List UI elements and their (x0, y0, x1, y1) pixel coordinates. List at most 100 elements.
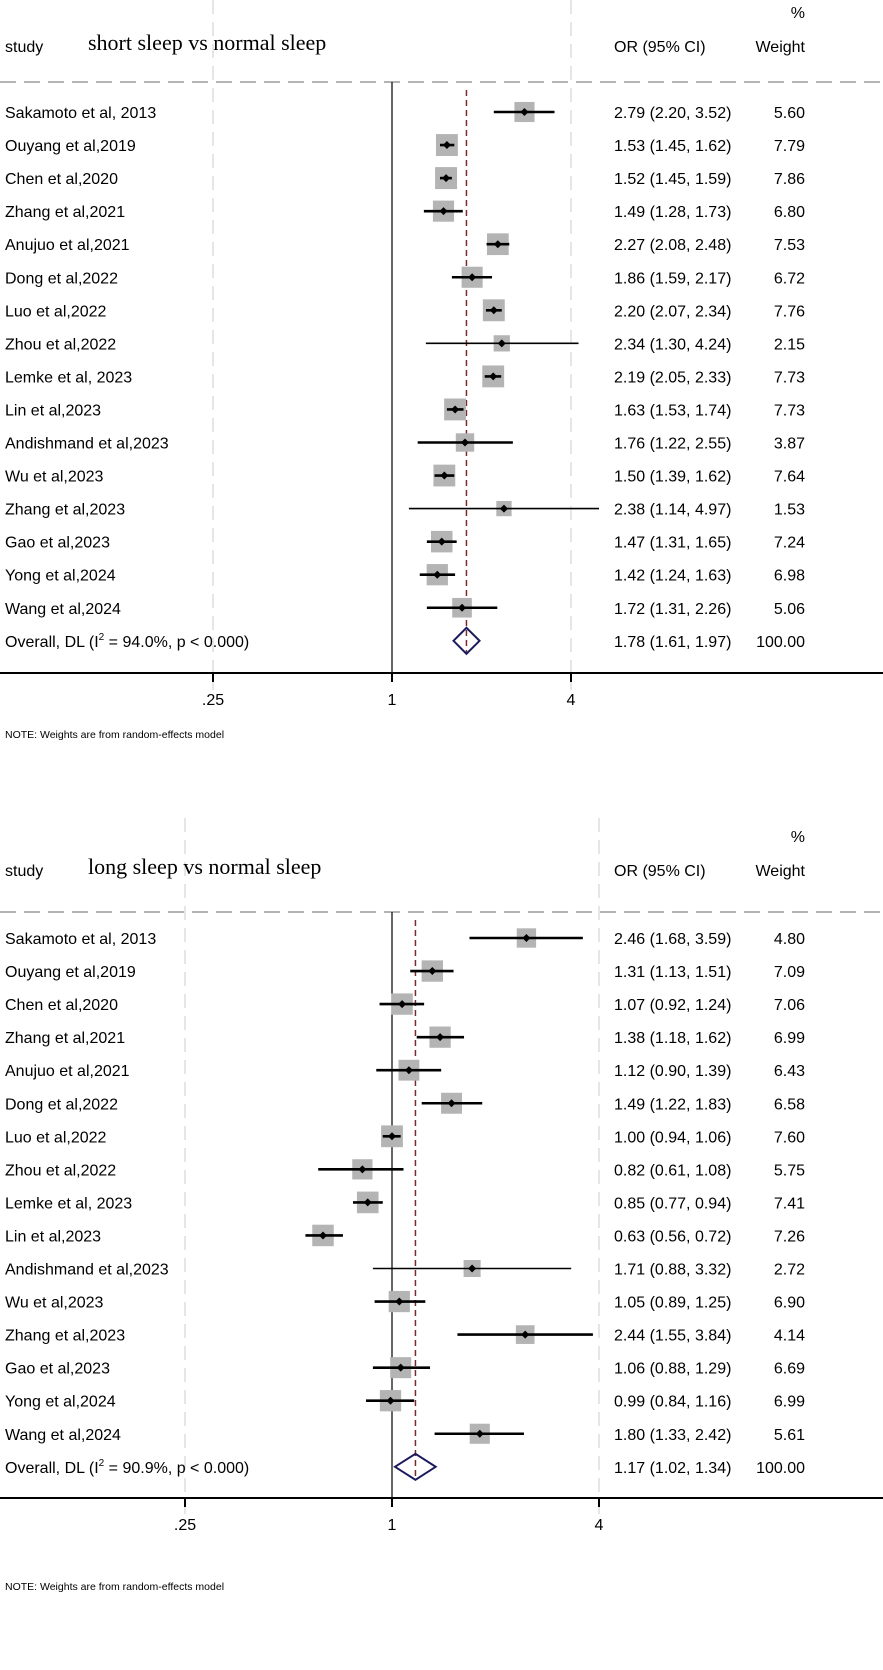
study-label: Wang et al,2024 (5, 601, 121, 618)
or-ci-value: 2.38 (1.14, 4.97) (614, 502, 731, 519)
point-estimate (396, 1363, 405, 1372)
study-row: Gao et al,2023 1.47 (1.31, 1.65) 7.24 (5, 530, 805, 553)
study-row: Yong et al,2024 1.42 (1.24, 1.63) 6.98 (5, 564, 805, 586)
study-label: Zhou et al,2022 (5, 1162, 116, 1179)
weight-value: 5.61 (774, 1427, 805, 1444)
study-row: Lin et al,2023 1.63 (1.53, 1.74) 7.73 (5, 398, 805, 421)
weight-value: 5.06 (774, 601, 805, 618)
overall-diamond (393, 1452, 438, 1481)
forest-panel-2: study long sleep vs normal sleep OR (95% C… (0, 818, 883, 1593)
point-estimate (436, 1033, 445, 1042)
header-weight-percent: % (791, 829, 805, 846)
study-label: Dong et al,2022 (5, 1096, 118, 1113)
study-label: Zhang et al,2023 (5, 1328, 125, 1345)
study-label: Yong et al,2024 (5, 568, 116, 585)
point-estimate (439, 207, 448, 216)
point-estimate (358, 1165, 367, 1174)
header-or-ci: OR (95% CI) (614, 863, 706, 880)
point-estimate (386, 1396, 395, 1405)
study-label: Wang et al,2024 (5, 1427, 121, 1444)
or-ci-value: 0.99 (0.84, 1.16) (614, 1394, 731, 1411)
point-estimate (522, 934, 531, 942)
or-ci-value: 1.06 (0.88, 1.29) (614, 1361, 731, 1378)
point-estimate (521, 1330, 530, 1339)
point-estimate (497, 339, 506, 348)
study-label: Lin et al,2023 (5, 1228, 101, 1245)
weight-value: 7.73 (774, 369, 805, 386)
point-estimate (520, 108, 529, 116)
point-estimate (442, 174, 451, 183)
point-estimate (442, 141, 451, 150)
or-ci-value: 2.19 (2.05, 2.33) (614, 369, 731, 386)
weight-value: 7.79 (774, 138, 805, 155)
or-ci-value: 1.07 (0.92, 1.24) (614, 997, 731, 1014)
point-estimate (447, 1099, 456, 1108)
or-ci-value: 1.86 (1.59, 2.17) (614, 270, 731, 287)
weight-value: 7.06 (774, 997, 805, 1014)
point-estimate (489, 372, 498, 381)
or-ci-value: 2.44 (1.55, 3.84) (614, 1328, 731, 1345)
header-weight-percent: % (791, 5, 805, 22)
study-row: Zhou et al,2022 0.82 (0.61, 1.08) 5.75 (5, 1159, 805, 1180)
weight-value: 3.87 (774, 436, 805, 453)
x-tick-label: 4 (567, 692, 576, 709)
weight-value: 7.09 (774, 964, 805, 981)
forest-panel-1: study short sleep vs normal sleep OR (95% … (0, 0, 883, 741)
weight-value: 7.64 (774, 469, 805, 486)
or-ci-value: 1.00 (0.94, 1.06) (614, 1129, 731, 1146)
x-tick-label: 4 (595, 1517, 604, 1534)
study-label: Gao et al,2023 (5, 1361, 110, 1378)
or-ci-value: 1.12 (0.90, 1.39) (614, 1063, 731, 1080)
weight-value: 6.43 (774, 1063, 805, 1080)
weight-value: 4.14 (774, 1328, 805, 1345)
or-ci-value: 1.76 (1.22, 2.55) (614, 436, 731, 453)
overall-weight-value: 100.00 (756, 1460, 805, 1477)
or-ci-value: 2.46 (1.68, 3.59) (614, 931, 731, 948)
overall-label: Overall, DL (I2 = 94.0%, p < 0.000) (5, 632, 249, 651)
point-estimate (458, 603, 467, 612)
study-label: Zhang et al,2023 (5, 502, 125, 519)
study-label: Andishmand et al,2023 (5, 436, 169, 453)
header-or-ci: OR (95% CI) (614, 39, 706, 56)
study-label: Zhang et al,2021 (5, 204, 125, 221)
weight-value: 7.24 (774, 535, 805, 552)
study-label: Lemke et al, 2023 (5, 369, 132, 386)
or-ci-value: 1.50 (1.39, 1.62) (614, 469, 731, 486)
study-row: Zhang et al,2023 2.44 (1.55, 3.84) 4.14 (5, 1325, 805, 1345)
or-ci-value: 1.52 (1.45, 1.59) (614, 171, 731, 188)
x-tick-label: 1 (388, 692, 397, 709)
weight-value: 7.73 (774, 402, 805, 419)
study-row: Sakamoto et al, 2013 2.46 (1.68, 3.59) 4.8… (5, 928, 805, 948)
point-estimate (468, 273, 477, 282)
study-row: Dong et al,2022 1.86 (1.59, 2.17) 6.72 (5, 266, 805, 288)
point-estimate (499, 504, 508, 513)
weight-value: 6.58 (774, 1096, 805, 1113)
study-label: Wu et al,2023 (5, 1295, 104, 1312)
overall-weight-value: 100.00 (756, 634, 805, 651)
study-label: Zhou et al,2022 (5, 336, 116, 353)
study-label: Gao et al,2023 (5, 535, 110, 552)
study-row: Chen et al,2020 1.52 (1.45, 1.59) 7.86 (5, 167, 805, 190)
study-row: Zhang et al,2023 2.38 (1.14, 4.97) 1.53 (5, 500, 805, 519)
overall-row: Overall, DL (I2 = 94.0%, p < 0.000) 1.78 … (5, 626, 805, 656)
or-ci-value: 0.82 (0.61, 1.08) (614, 1162, 731, 1179)
weight-value: 4.80 (774, 931, 805, 948)
study-label: Chen et al,2020 (5, 171, 118, 188)
weight-value: 2.15 (774, 336, 805, 353)
study-row: Zhang et al,2021 1.38 (1.18, 1.62) 6.99 (5, 1026, 805, 1048)
study-label: Yong et al,2024 (5, 1394, 116, 1411)
panel-title: short sleep vs normal sleep (88, 30, 326, 55)
point-estimate (493, 240, 502, 249)
overall-or-ci-value: 1.78 (1.61, 1.97) (614, 634, 731, 651)
study-row: Wu et al,2023 1.50 (1.39, 1.62) 7.64 (5, 464, 805, 487)
weight-value: 6.99 (774, 1030, 805, 1047)
study-row: Chen et al,2020 1.07 (0.92, 1.24) 7.06 (5, 993, 805, 1015)
study-label: Wu et al,2023 (5, 469, 104, 486)
overall-or-ci-value: 1.17 (1.02, 1.34) (614, 1460, 731, 1477)
or-ci-value: 1.49 (1.22, 1.83) (614, 1096, 731, 1113)
point-estimate (460, 438, 469, 447)
study-row: Gao et al,2023 1.06 (0.88, 1.29) 6.69 (5, 1357, 805, 1379)
or-ci-value: 1.38 (1.18, 1.62) (614, 1030, 731, 1047)
study-row: Wu et al,2023 1.05 (0.89, 1.25) 6.90 (5, 1290, 805, 1313)
